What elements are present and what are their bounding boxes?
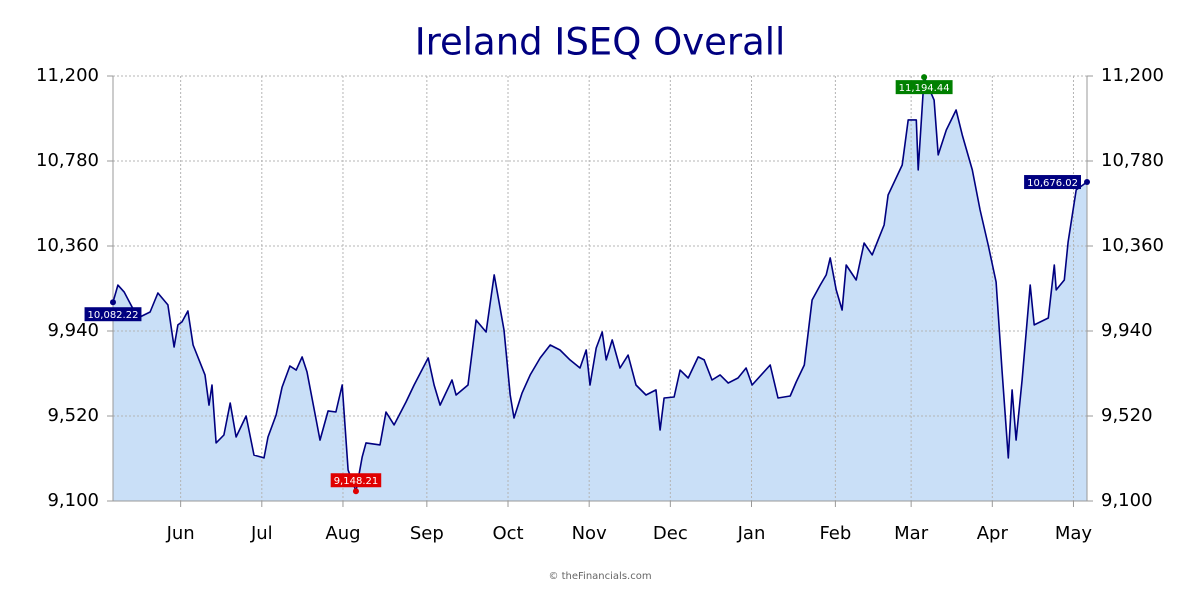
x-tick-label: Nov — [572, 523, 607, 544]
value-label-text: 11,194.44 — [899, 83, 950, 94]
y2-tick-label: 11,200 — [1101, 65, 1164, 86]
y-tick-label: 9,940 — [47, 320, 99, 341]
x-tick-label: Jul — [250, 523, 273, 544]
x-tick-label: Apr — [977, 523, 1009, 544]
value-label-box — [895, 80, 953, 95]
value-label: 9,148.21 — [330, 473, 382, 488]
y2-tick-label: 10,360 — [1101, 235, 1164, 256]
value-label: 10,082.22 — [84, 307, 142, 322]
x-tick-label: Jun — [166, 523, 195, 544]
x-tick-label: Aug — [325, 523, 360, 544]
value-label-text: 10,082.22 — [88, 310, 139, 321]
chart-title: Ireland ISEQ Overall — [415, 21, 786, 64]
value-label-box — [84, 307, 142, 322]
y2-tick-label: 9,100 — [1101, 490, 1153, 511]
value-label-text: 9,148.21 — [334, 476, 379, 487]
value-label-text: 10,676.02 — [1027, 178, 1078, 189]
x-tick-label: Mar — [894, 523, 929, 544]
x-tick-label: Feb — [819, 523, 851, 544]
y-tick-label: 10,780 — [36, 150, 99, 171]
x-tick-label: May — [1055, 523, 1093, 544]
footer: © theFinancials.com — [548, 571, 651, 582]
x-tick-label: Jan — [737, 523, 766, 544]
value-label: 11,194.44 — [895, 80, 953, 95]
y-tick-label: 11,200 — [36, 65, 99, 86]
value-label: 10,676.02 — [1024, 175, 1081, 190]
y2-tick-label: 10,780 — [1101, 150, 1164, 171]
y-tick-label: 9,520 — [47, 405, 99, 426]
value-label-box — [330, 473, 382, 488]
y2-tick-label: 9,520 — [1101, 405, 1153, 426]
price-line — [112, 76, 1088, 492]
y-tick-label: 10,360 — [36, 235, 99, 256]
x-tick-label: Dec — [653, 523, 688, 544]
point-marker — [352, 488, 359, 495]
point-marker — [1084, 179, 1090, 186]
point-marker — [921, 74, 928, 81]
point-marker — [110, 299, 116, 306]
area-fill — [113, 77, 1087, 501]
x-tick-label: Sep — [410, 523, 444, 544]
x-tick-label: Oct — [492, 523, 523, 544]
y-tick-label: 9,100 — [47, 490, 99, 511]
y2-tick-label: 9,940 — [1101, 320, 1153, 341]
value-label-box — [1024, 175, 1081, 190]
